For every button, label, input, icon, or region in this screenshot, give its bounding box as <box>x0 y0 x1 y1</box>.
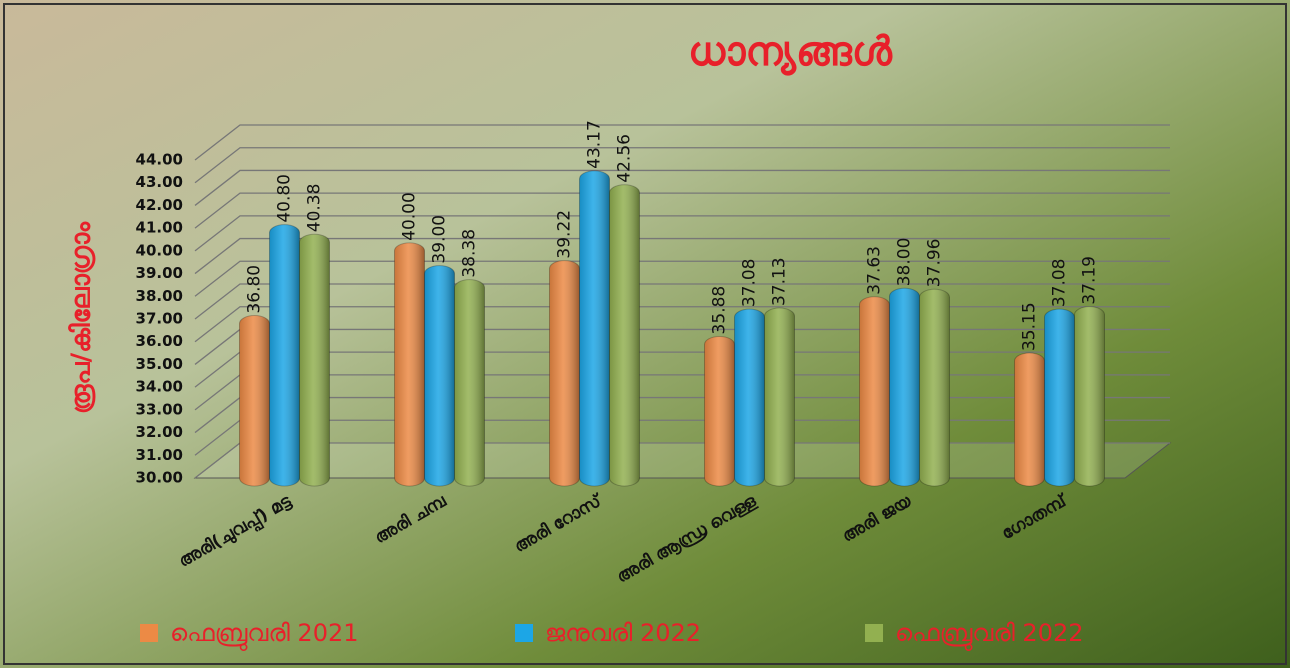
grid-line <box>194 169 1170 206</box>
value-label: 40.80 <box>275 174 295 223</box>
value-label: 35.15 <box>1020 302 1040 351</box>
y-tick-label: 41.00 <box>136 219 183 237</box>
value-label: 40.00 <box>400 192 420 241</box>
bar-shade <box>1044 309 1075 486</box>
y-tick-label: 35.00 <box>136 355 183 373</box>
grid-line <box>194 260 1170 297</box>
bar-shade <box>889 288 920 486</box>
bar-shade <box>734 309 765 486</box>
bar-shade <box>299 234 330 486</box>
value-label: 43.17 <box>585 120 605 169</box>
bar-shade <box>454 279 485 486</box>
grid-line <box>194 215 1170 252</box>
y-tick-label: 38.00 <box>136 287 183 305</box>
y-axis-label: രൂപ/കിലോഗ്രാം <box>67 221 97 414</box>
value-label: 37.19 <box>1080 256 1100 305</box>
bar-shade <box>239 315 270 486</box>
grid-line <box>194 124 1170 161</box>
value-label: 38.00 <box>895 238 915 287</box>
y-tick-label: 33.00 <box>136 400 183 418</box>
y-tick-label: 32.00 <box>136 423 183 441</box>
frame <box>3 3 1287 665</box>
legend-swatch <box>515 624 533 642</box>
value-label: 42.56 <box>615 134 635 183</box>
bar-shade <box>764 308 795 486</box>
value-label: 37.13 <box>770 257 790 306</box>
y-tick-label: 39.00 <box>136 264 183 282</box>
value-label: 35.88 <box>710 286 730 335</box>
y-tick-label: 31.00 <box>136 446 183 464</box>
bar-shade <box>609 184 640 487</box>
bar-shade <box>269 224 300 486</box>
bar-shade <box>424 265 455 486</box>
value-label: 37.08 <box>740 259 760 308</box>
grid-line <box>194 283 1170 320</box>
y-tick-label: 36.00 <box>136 332 183 350</box>
value-label: 39.00 <box>430 215 450 264</box>
y-tick-label: 30.00 <box>136 469 183 487</box>
y-tick-label: 43.00 <box>136 173 183 191</box>
bar-shade <box>1074 306 1105 486</box>
y-tick-label: 37.00 <box>136 310 183 328</box>
y-tick-label: 40.00 <box>136 241 183 259</box>
legend-label: ജനുവരി 2022 <box>545 619 701 647</box>
legend-label: ഫെബ്രുവരി 2022 <box>895 619 1084 651</box>
y-tick-label: 42.00 <box>136 196 183 214</box>
legend-label: ഫെബ്രുവരി 2021 <box>170 619 359 651</box>
legend-swatch <box>140 624 158 642</box>
value-label: 40.38 <box>305 184 325 233</box>
bar-shade <box>704 336 735 486</box>
grid-line <box>194 147 1170 184</box>
value-label: 36.80 <box>245 265 265 314</box>
bar-shade <box>394 242 425 486</box>
bar-shade <box>859 296 890 486</box>
bar-shade <box>1014 353 1045 486</box>
chart-title: ധാന്യങ്ങൾ <box>688 29 893 76</box>
value-label: 39.22 <box>555 210 575 259</box>
value-label: 37.63 <box>865 246 885 295</box>
grid-line <box>194 237 1170 275</box>
bar-shade <box>919 289 950 486</box>
bar-shade <box>549 260 580 486</box>
legend-swatch <box>865 624 883 642</box>
value-label: 37.08 <box>1050 259 1070 308</box>
y-tick-label: 34.00 <box>136 378 183 396</box>
y-tick-label: 44.00 <box>136 151 183 169</box>
value-label: 37.96 <box>925 239 945 288</box>
value-label: 38.38 <box>460 229 480 278</box>
grid-line <box>194 192 1170 229</box>
bar-shade <box>579 170 610 487</box>
